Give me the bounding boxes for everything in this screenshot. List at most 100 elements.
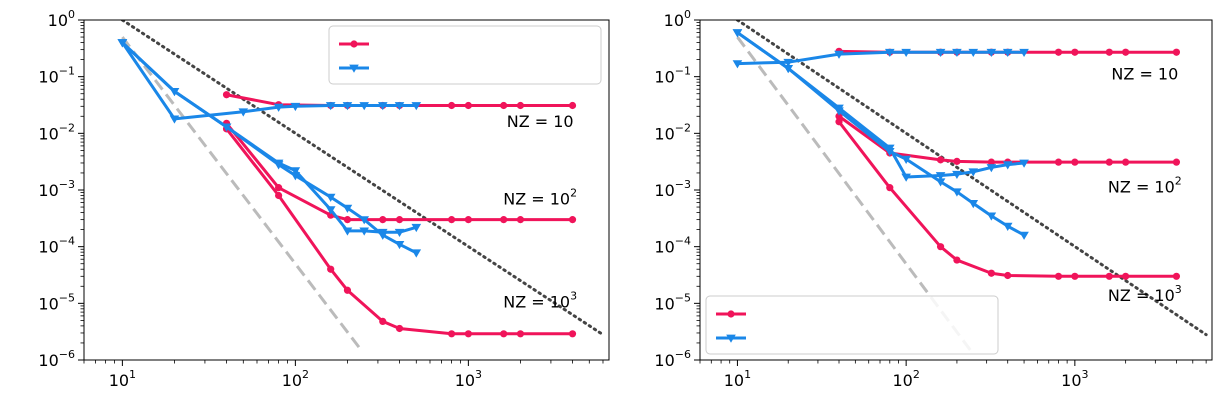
data-point xyxy=(732,29,743,38)
data-point xyxy=(1172,272,1181,280)
data-point xyxy=(359,216,370,225)
y-tick-label: 10−6 xyxy=(654,348,691,370)
nz-annotation: NZ = 10 xyxy=(1111,64,1178,83)
data-point xyxy=(1002,222,1013,231)
data-point xyxy=(835,118,843,126)
data-point xyxy=(1004,271,1012,280)
data-point xyxy=(222,91,231,99)
legend-entry xyxy=(339,64,369,73)
series-line xyxy=(736,31,1025,179)
y-tick-label: 10−4 xyxy=(38,235,75,257)
legend-marker xyxy=(349,64,359,73)
data-point xyxy=(464,330,472,338)
data-point xyxy=(953,256,961,264)
data-point xyxy=(968,168,979,177)
axis-ticks xyxy=(694,19,1207,366)
data-point xyxy=(290,172,301,181)
data-point xyxy=(986,212,997,221)
data-point xyxy=(936,243,945,251)
data-point xyxy=(1054,158,1063,166)
y-tick-label: 10−1 xyxy=(654,65,691,87)
series-1 xyxy=(222,119,577,224)
data-point xyxy=(901,48,911,58)
x-tick-label: 102 xyxy=(282,368,309,390)
axes-frame xyxy=(83,19,610,361)
data-point xyxy=(516,216,525,224)
data-point xyxy=(952,48,962,58)
data-point xyxy=(342,227,353,236)
data-point xyxy=(394,228,405,238)
data-point xyxy=(884,48,895,58)
data-point xyxy=(835,112,843,120)
y-tick-label: 10−4 xyxy=(654,235,691,257)
data-point xyxy=(273,103,284,112)
data-point xyxy=(1122,48,1130,56)
data-point xyxy=(238,108,249,117)
legend-entry xyxy=(716,310,746,318)
data-point xyxy=(464,101,472,110)
data-point xyxy=(117,39,128,48)
data-point xyxy=(275,191,283,200)
y-tick-label: 10−6 xyxy=(38,348,75,370)
chart-panel-right: 101 102 103 100 10−1 10−2 10−3 10−4 10−5 10−6 NZ =… xyxy=(654,8,1213,390)
data-point xyxy=(783,58,794,68)
series-line xyxy=(736,31,1025,237)
axes-frame xyxy=(699,19,1213,361)
x-tick-label: 103 xyxy=(1061,368,1088,390)
data-point xyxy=(221,123,232,132)
data-point xyxy=(1019,231,1029,240)
series-5 xyxy=(732,29,1029,240)
plot-area xyxy=(117,20,605,351)
x-tick-label: 101 xyxy=(724,368,751,390)
data-point xyxy=(411,223,422,233)
data-point xyxy=(342,102,353,111)
data-point xyxy=(1054,272,1063,280)
legend-entry xyxy=(339,40,369,48)
data-point xyxy=(1071,158,1079,166)
data-point xyxy=(448,101,456,110)
series-2 xyxy=(835,118,1181,280)
data-point xyxy=(169,115,180,124)
data-point xyxy=(342,204,353,213)
nz-annotation: NZ = 103 xyxy=(1108,283,1182,305)
data-point xyxy=(359,227,370,236)
data-point xyxy=(732,60,743,69)
data-point xyxy=(275,184,283,192)
data-point xyxy=(343,216,352,224)
data-point xyxy=(901,155,911,164)
data-point xyxy=(987,269,995,277)
data-point xyxy=(834,50,844,59)
data-point xyxy=(1071,48,1079,56)
data-point xyxy=(464,216,472,224)
data-point xyxy=(935,48,946,58)
legend-box xyxy=(705,295,999,355)
data-point xyxy=(968,200,979,209)
data-point xyxy=(568,101,577,110)
y-tick-label: 10−3 xyxy=(38,178,75,200)
data-point xyxy=(935,178,946,187)
data-point xyxy=(1002,161,1013,170)
data-point xyxy=(1122,158,1130,166)
data-point xyxy=(568,330,577,338)
series-3 xyxy=(732,48,1029,69)
data-point xyxy=(884,148,895,157)
data-point xyxy=(411,102,422,111)
nz-annotation: NZ = 10 xyxy=(507,112,574,131)
y-tick-label: 10−3 xyxy=(654,178,691,200)
data-point xyxy=(394,240,405,250)
y-tick-label: 10−5 xyxy=(38,291,75,313)
data-point xyxy=(935,172,946,181)
data-point xyxy=(377,102,388,111)
data-point xyxy=(411,249,422,258)
data-point xyxy=(886,184,894,192)
data-point xyxy=(986,48,997,58)
y-tick-label: 100 xyxy=(48,8,75,30)
data-point xyxy=(325,193,336,202)
data-point xyxy=(1054,48,1063,56)
data-point xyxy=(1105,48,1113,56)
data-point xyxy=(1105,272,1113,280)
data-point xyxy=(290,102,301,112)
data-point xyxy=(1105,158,1113,166)
y-tick-label: 100 xyxy=(664,8,691,30)
